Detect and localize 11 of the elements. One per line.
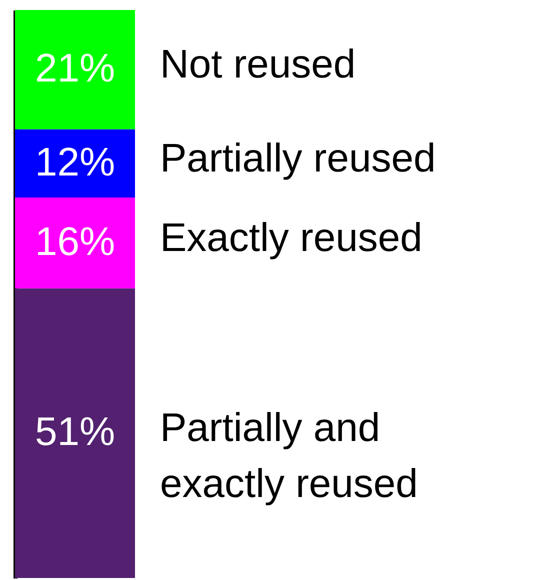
series-label: Partially and exactly reused (160, 406, 418, 506)
data-label: 21% (34, 46, 116, 91)
data-label: 51% (34, 410, 116, 454)
bar (15, 129, 135, 198)
bar (15, 10, 135, 130)
data-label: 12% (34, 140, 116, 184)
series-label: Exactly reused (160, 216, 422, 260)
data-label: 16% (34, 220, 116, 264)
series-label: Partially reused (160, 136, 436, 180)
series-label: Not reused (160, 42, 356, 87)
bar (15, 197, 135, 288)
